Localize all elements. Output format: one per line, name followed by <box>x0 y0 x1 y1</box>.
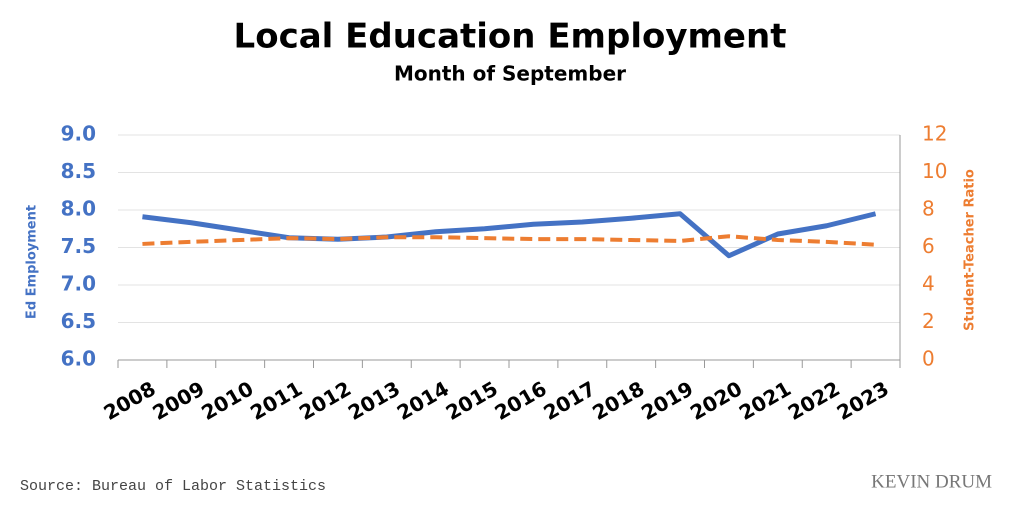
data-line <box>142 211 877 259</box>
y2-tick-label: 10 <box>922 159 947 183</box>
y-tick-label: 8.0 <box>61 197 96 221</box>
y-tick-label: 6.0 <box>61 347 96 371</box>
x-tick-label: 2014 <box>393 376 453 425</box>
y2-tick-label: 2 <box>922 309 935 333</box>
y2-axis-title: Student-Teacher Ratio <box>963 169 978 331</box>
y2-tick-label: 12 <box>922 122 947 146</box>
chart-title: Local Education Employment <box>234 17 787 57</box>
x-tick-label: 2009 <box>148 376 208 425</box>
source-note: Source: Bureau of Labor Statistics <box>20 478 326 495</box>
y-tick-label: 7.0 <box>61 272 96 296</box>
x-tick-label: 2017 <box>539 376 599 425</box>
x-tick-label: 2008 <box>99 376 159 425</box>
x-tick-label: 2018 <box>588 376 648 425</box>
chart-subtitle: Month of September <box>394 62 626 86</box>
x-tick-label: 2011 <box>246 376 306 425</box>
y-tick-label: 9.0 <box>61 122 96 146</box>
y-tick-label: 7.5 <box>61 234 96 258</box>
y-tick-label: 6.5 <box>61 309 96 333</box>
x-tick-label: 2012 <box>295 376 355 425</box>
y2-tick-label: 4 <box>922 272 935 296</box>
y-axis-title: Ed Employment <box>25 205 40 319</box>
x-tick-label: 2010 <box>197 376 257 425</box>
x-tick-label: 2020 <box>686 376 746 425</box>
data-line <box>142 234 876 247</box>
x-tick-label: 2023 <box>833 376 893 425</box>
y2-tick-label: 6 <box>922 234 935 258</box>
y-tick-label: 8.5 <box>61 159 96 183</box>
y2-tick-label: 8 <box>922 197 935 221</box>
x-tick-label: 2022 <box>784 376 844 425</box>
x-tick-label: 2021 <box>735 376 795 425</box>
y2-tick-label: 0 <box>922 347 935 371</box>
x-tick-label: 2013 <box>344 376 404 425</box>
watermark: KEVIN DRUM <box>871 471 992 492</box>
x-tick-label: 2015 <box>442 376 502 425</box>
x-tick-label: 2019 <box>637 376 697 425</box>
x-tick-label: 2016 <box>490 376 550 425</box>
